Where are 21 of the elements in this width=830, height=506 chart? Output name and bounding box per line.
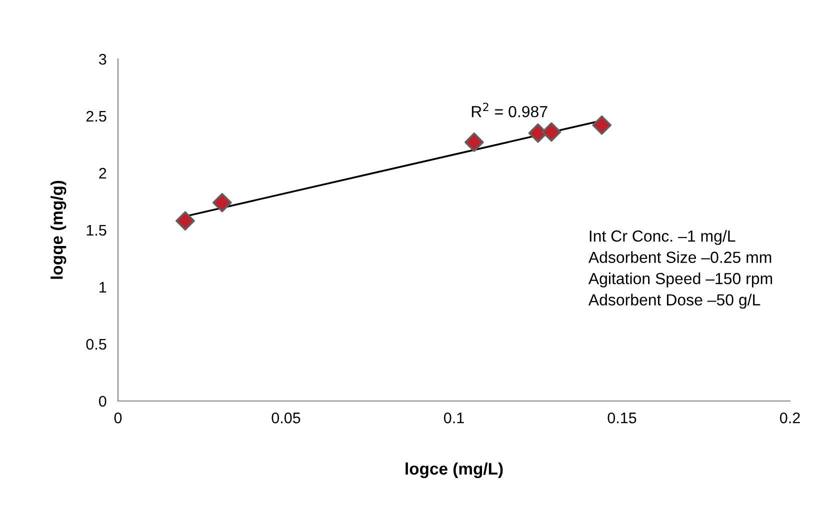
y-tick-label: 0 (98, 396, 106, 407)
point (212, 192, 232, 212)
y-tick-label: 0.5 (86, 338, 106, 350)
point (176, 211, 195, 231)
y-tick-label: 2.5 (86, 110, 106, 122)
y-tick-label: 2 (99, 168, 106, 179)
annotation: R$^{2}$ = 0.987 (472, 102, 548, 118)
x-tick-label: 0.1 (444, 412, 464, 424)
x-tick-label: 0.2 (780, 412, 800, 424)
point (592, 115, 612, 135)
y-tick-label: 1.5 (86, 225, 106, 236)
y-axis-title: logqe (mg/g) (50, 180, 66, 279)
x-axis-title: logce (mg/L) (406, 462, 503, 478)
point (542, 122, 562, 142)
x-tick-label: 0.15 (608, 412, 636, 424)
point (464, 132, 484, 152)
y-tick-label: 3 (98, 54, 106, 65)
y-tick-label: 1 (100, 282, 106, 293)
x-tick-label: 0.05 (272, 412, 300, 424)
annotation: Int Cr Conc. –1 mg/L Adsorbent Size –0.25 mm Agitation Speed –150 rpm Adsorbent Dose –50 g/L (588, 230, 772, 309)
x-tick-label: 0 (114, 412, 122, 424)
